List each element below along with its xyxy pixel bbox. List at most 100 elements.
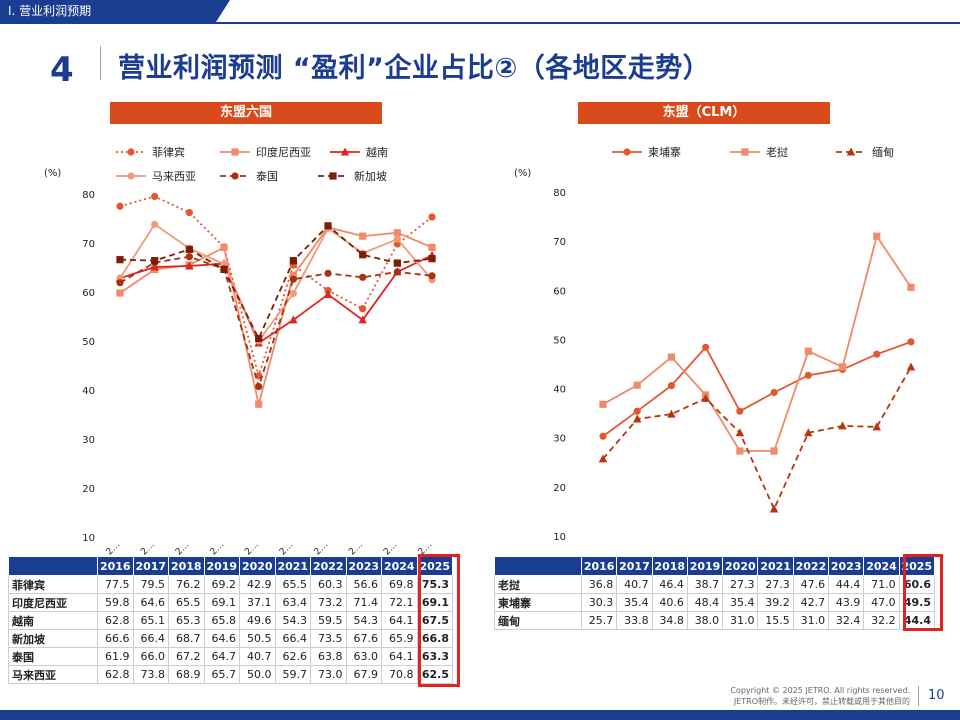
- table-row-label: 马来西亚: [8, 665, 98, 684]
- chart-0-ytick-30: 30: [82, 435, 95, 446]
- chart-0-data-point: [359, 273, 367, 281]
- table-row: 印度尼西亚 59.8 64.6 65.5 69.1 37.1 63.4 73.2 71.4 72.…: [8, 593, 453, 612]
- table-header-year: 2017: [616, 556, 653, 576]
- table-cell: 31.0: [722, 611, 759, 630]
- chart-0-data-point: [255, 382, 263, 391]
- chart-0-data-point: [151, 257, 159, 265]
- table-cell: 62.8: [97, 665, 134, 684]
- chart-1-data-point: [769, 504, 779, 513]
- chart-right-title: 东盟（CLM）: [578, 102, 830, 124]
- section-tab: Ⅰ. 营业利润预期: [0, 0, 230, 22]
- chart-0-legend-label: 印度尼西亚: [256, 145, 311, 159]
- table-row: 柬埔寨 30.3 35.4 40.6 48.4 35.4 39.2 42.7 43.9 47.0 4…: [494, 593, 935, 612]
- table-cell: 59.8: [97, 593, 134, 612]
- table-cell: 50.5: [239, 629, 276, 648]
- chart-0-xtick: 2…: [347, 540, 364, 557]
- chart-0-legend-marker: [127, 148, 135, 156]
- table-cell: 65.1: [132, 611, 169, 630]
- table-row-label: 印度尼西亚: [8, 593, 98, 612]
- table-header-year: 2022: [792, 556, 830, 576]
- chart-1-data-point: [667, 409, 676, 418]
- chart-0-data-point: [359, 251, 367, 259]
- table-header-year: 2016: [97, 556, 134, 576]
- table-cell: 69.1: [203, 593, 240, 612]
- table-row: 缅甸 25.7 33.8 34.8 38.0 31.0 15.5 31.0 32.4 32.2 44…: [494, 611, 935, 630]
- table-cell: 61.9: [97, 647, 134, 666]
- table-cell: 68.7: [168, 629, 205, 648]
- copyright: Copyright © 2025 JETRO. All rights reser…: [730, 685, 910, 707]
- table-cell: 40.6: [651, 593, 688, 612]
- table-header-year: 2022: [310, 556, 347, 576]
- table-cell: 76.2: [168, 575, 205, 594]
- chart-0-data-point: [220, 265, 228, 274]
- chart-1-legend-marker: [623, 148, 631, 156]
- chart-0-legend-marker: [231, 148, 239, 156]
- table-cell: 69.1: [416, 593, 453, 612]
- chart-0-ytick-80: 80: [82, 190, 95, 201]
- chart-1-data-point: [599, 432, 607, 440]
- highlight-2025-left: [418, 554, 460, 687]
- table-cell: 49.5: [898, 593, 935, 612]
- chart-0-data-point: [116, 279, 124, 287]
- table-header-year: 2018: [168, 556, 205, 576]
- table-cell: 60.3: [310, 575, 347, 594]
- table-cell: 73.0: [310, 665, 347, 684]
- chart-0-xtick: 2…: [105, 540, 122, 557]
- table-cell: 66.4: [132, 629, 169, 648]
- table-cell: 35.4: [722, 593, 759, 612]
- table-cell: 66.0: [132, 647, 169, 666]
- chart-1-data-point: [873, 232, 881, 240]
- chart-0-data-point: [393, 235, 401, 243]
- chart-1-ytick-10: 10: [553, 532, 566, 543]
- table-cell: 36.8: [580, 575, 618, 594]
- chart-0-xtick: 2…: [174, 540, 191, 557]
- chart-1-legend-marker: [741, 148, 749, 156]
- chart-1-data-point: [736, 407, 744, 415]
- chart-1-ylabel: (%): [514, 168, 531, 179]
- table-header-year: 2016: [580, 556, 618, 576]
- table-cell: 37.1: [239, 593, 276, 612]
- chart-0-data-point: [289, 271, 297, 279]
- chart-0-legend-marker: [127, 172, 135, 180]
- chart-1-series-line: [602, 234, 912, 452]
- table-header-year: 2020: [722, 556, 759, 576]
- table-header-year: 2019: [686, 556, 724, 576]
- table-cell: 67.2: [168, 647, 205, 666]
- table-cell: 71.0: [863, 575, 900, 594]
- table-cell: 73.8: [132, 665, 169, 684]
- table-cell: 65.5: [168, 593, 205, 612]
- chart-1-data-point: [667, 382, 676, 390]
- table-header-year: 2024: [863, 556, 900, 576]
- copyright-line-2: JETRO制作。未经许可，禁止转载或用于其他目的: [733, 697, 910, 706]
- table-cell: 40.7: [616, 575, 653, 594]
- chart-0-data-point: [289, 289, 297, 298]
- chart-0-data-point: [289, 275, 297, 283]
- table-header-year: 2023: [345, 556, 382, 576]
- table-cell: 50.0: [239, 665, 276, 684]
- chart-1-data-point: [804, 428, 813, 437]
- table-cell: 64.6: [132, 593, 169, 612]
- table-cell: 65.5: [274, 575, 311, 594]
- table-corner: [8, 556, 98, 576]
- table-cell: 49.6: [239, 611, 276, 630]
- chart-0-data-point: [324, 222, 332, 230]
- table-cell: 32.4: [828, 611, 865, 630]
- chart-1-data-point: [598, 454, 608, 463]
- chart-1-legend-label: 柬埔寨: [648, 145, 681, 159]
- table-cell: 71.4: [345, 593, 382, 612]
- chart-0-data-point: [150, 262, 159, 271]
- table-cell: 62.8: [97, 611, 134, 630]
- chart-1-data-point: [736, 447, 744, 455]
- chart-0-data-point: [428, 255, 436, 263]
- table-cell: 59.5: [310, 611, 347, 630]
- table-cell: 46.4: [651, 575, 688, 594]
- table-cell: 33.8: [616, 611, 653, 630]
- chart-1-data-point: [907, 338, 915, 346]
- chart-0-legend-label: 菲律宾: [152, 145, 185, 159]
- table-cell: 63.3: [416, 647, 453, 666]
- chart-0-legend-marker: [340, 147, 350, 156]
- table-cell: 15.5: [757, 611, 794, 630]
- chart-0-data-point: [358, 315, 367, 324]
- chart-0-data-point: [393, 229, 401, 237]
